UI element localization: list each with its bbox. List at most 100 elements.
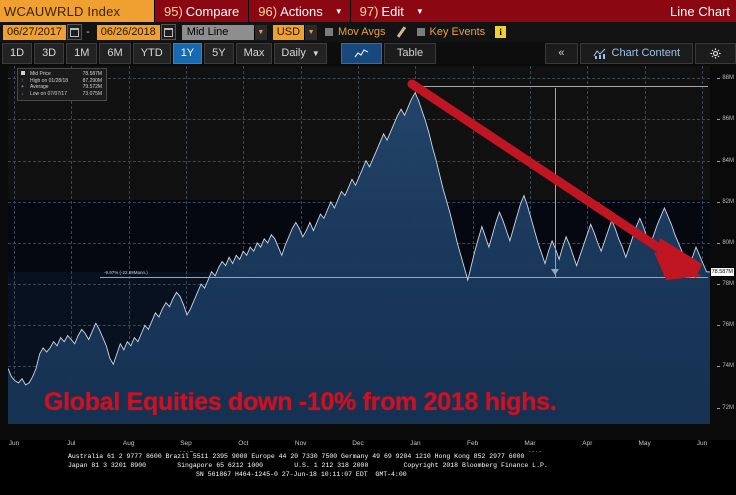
period-ytd[interactable]: YTD [132,42,171,64]
vertical-gridline [186,66,187,424]
y-axis-tick: 82M [717,198,734,205]
trend-arrow-annotation [407,79,702,280]
actions-label: Actions [280,3,323,19]
actions-button[interactable]: 96) Actions [249,0,331,22]
line-type-select[interactable]: Mid Line [181,24,254,40]
legend-label-mid-price: Mid Price [30,71,51,77]
compare-label: Compare [185,3,240,19]
y-axis-tick: 72M [717,404,734,411]
y-axis-tick: 80M [717,239,734,246]
table-label: Table [396,46,424,59]
edit-chevron-down-icon[interactable]: ▼ [415,6,424,16]
x-axis-tick: Sep [180,440,192,447]
legend-label-high: High on 01/28/18 [30,77,69,84]
chart-content-label: Chart Content [611,46,680,59]
collapse-panel-button[interactable]: « [545,42,578,64]
end-date-input[interactable]: 06/26/2018 [96,24,160,40]
currency-select[interactable]: USD [272,24,305,40]
vertical-gridline [702,66,703,424]
x-axis: Jun Jul Aug Sep Oct Nov Dec Jan Feb Mar Apr May Jun … [8,440,710,464]
start-date-calendar-icon[interactable] [67,24,83,40]
period-6m[interactable]: 6M [99,42,131,64]
plot-canvas[interactable]: -9.97% (-22.69Mann.) Mid Price 78.587M ↑… [8,66,710,424]
horizontal-gridline [8,160,710,162]
actions-number: 96) [258,3,278,19]
period-1d[interactable]: 1D [2,42,33,64]
start-date-input[interactable]: 06/27/2017 [3,24,67,40]
y-axis-tick: 86M [717,116,734,123]
command-bar: WCAUWRLD Index 95) Compare 96) Actions ▼… [0,0,736,22]
actions-chevron-down-icon[interactable]: ▼ [334,6,343,16]
y-axis-tick: 84M [717,157,734,164]
legend-marker-square [21,71,30,78]
mov-avgs-label: Mov Avgs [338,26,386,38]
vertical-gridline [14,66,15,424]
compare-button[interactable]: 95) Compare [155,0,248,22]
key-events-checkbox[interactable] [416,28,425,36]
chart-content-button[interactable]: Chart Content [579,42,693,64]
y-axis-tick: 78M [717,281,734,288]
legend-row-low: ↓ Low on 07/07/17 73.075M [21,91,102,98]
y-axis-tick: 76M [717,322,734,329]
table-view-button[interactable]: Table [383,42,437,64]
vertical-gridline [128,66,130,424]
legend-label-average: Average [30,84,49,90]
x-axis-tick: May [638,440,651,447]
compare-number: 95) [164,3,183,19]
period-toolbar: 1D 3D 1M 6M YTD 1Y 5Y Max Daily ▼ Table … [0,42,736,64]
period-1y[interactable]: 1Y [172,42,203,64]
high-reference-line [418,86,708,87]
x-axis-tick: Feb [467,440,479,447]
x-axis-tick: Jun [8,440,20,447]
line-chart-toggle[interactable] [340,42,382,64]
key-events-label: Key Events [429,26,486,38]
measure-line [100,277,708,278]
legend-value-high: 87.290M [82,77,103,84]
date-range-dash: - [86,26,90,38]
legend-label-low: Low on 07/07/17 [30,90,67,97]
footer-line-2: Japan 81 3 3201 8900 Singapore 65 6212 1… [68,462,548,469]
period-3d[interactable]: 3D [34,42,65,64]
line-chart-icon [354,48,369,57]
x-axis-tick: Apr [582,440,593,447]
series-legend: Mid Price 78.587M ↑ High on 01/28/18 87.… [17,68,108,101]
legend-marker-up-arrow-icon: ↑ [21,77,24,84]
y-axis-tick: 88M [717,75,734,82]
edit-label: Edit [381,3,404,19]
period-5y[interactable]: 5Y [204,42,234,64]
measure-arrow-icon [551,269,559,275]
legend-value-mid-price: 78.587M [82,71,103,77]
period-max[interactable]: Max [235,42,273,64]
legend-row-average: + Average 79.572M [21,84,102,91]
x-axis-tick: Jun [696,440,708,447]
frequency-label: Daily [281,46,306,59]
measure-annotation-label: -9.97% (-22.69Mann.) [104,270,148,275]
line-type-chevron-down-icon[interactable]: ▼ [253,24,267,40]
mov-avgs-checkbox[interactable] [325,28,334,36]
currency-chevron-down-icon[interactable]: ▼ [304,24,318,40]
frequency-select[interactable]: Daily ▼ [274,42,327,64]
info-icon[interactable]: i [495,26,507,38]
footer-line-3: SN 561867 H464-1245-0 27-Jun-18 10:11:07… [196,471,407,478]
pencil-icon[interactable] [395,25,409,39]
end-date-calendar-icon[interactable] [160,24,176,40]
horizontal-gridline [8,78,710,80]
security-ticker-field[interactable]: WCAUWRLD Index [0,0,154,22]
current-price-tag: 78.587M [709,267,735,277]
chart-area[interactable]: -9.97% (-22.69Mann.) Mid Price 78.587M ↑… [0,64,736,440]
frequency-chevron-down-icon[interactable]: ▼ [311,48,320,58]
y-axis: 88M 86M 84M 82M 80M 78M 76M 74M 72M 78.587M [709,66,736,424]
period-1m[interactable]: 1M [66,42,98,64]
footer: Australia 61 2 9777 8600 Brazil 5511 239… [0,452,736,495]
legend-value-average: 79.572M [82,84,103,90]
x-axis-tick: Jul [67,440,76,447]
gear-icon [710,47,721,59]
legend-marker-down-arrow-icon: ↓ [21,90,24,97]
price-series [8,91,710,424]
x-axis-tick: Nov [294,440,307,447]
settings-button[interactable] [695,42,736,64]
chart-content-icon [593,48,605,59]
y-axis-tick: 74M [717,363,734,370]
edit-button[interactable]: 97) Edit [351,0,413,22]
